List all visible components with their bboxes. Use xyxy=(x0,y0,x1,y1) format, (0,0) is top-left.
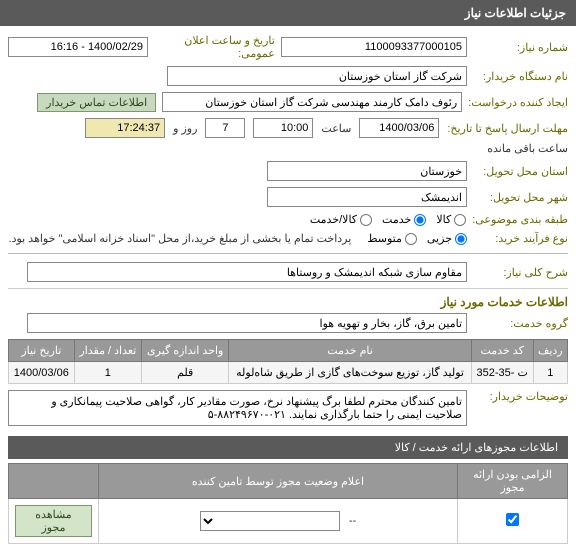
need-no-input[interactable] xyxy=(281,37,467,57)
td-qty: 1 xyxy=(74,362,141,384)
days-input[interactable] xyxy=(205,118,245,138)
row-buyer: نام دستگاه خریدار: xyxy=(8,66,568,86)
summary-label: شرح کلی نیاز: xyxy=(473,266,568,279)
time-label: ساعت xyxy=(321,122,351,135)
radio-medium-label: متوسط xyxy=(367,232,402,245)
remaining-input xyxy=(85,118,165,138)
row-summary: شرح کلی نیاز: xyxy=(8,262,568,282)
city-label: شهر محل تحویل: xyxy=(473,191,568,204)
main-content: شماره نیاز: تاریخ و ساعت اعلان عمومی: نا… xyxy=(0,26,576,552)
auth-header: اطلاعات مجوزهای ارائه خدمت / کالا xyxy=(8,436,568,459)
table-header-row: ردیف کد خدمت نام خدمت واحد اندازه گیری ت… xyxy=(9,340,568,362)
remaining-label: ساعت باقی مانده xyxy=(487,142,568,155)
creator-input[interactable] xyxy=(162,92,462,112)
need-no-label: شماره نیاز: xyxy=(473,41,568,54)
td-code: ت -35-352 xyxy=(471,362,533,384)
view-license-button[interactable]: مشاهده مجوز xyxy=(15,505,92,537)
th-code: کد خدمت xyxy=(471,340,533,362)
row-group: گروه خدمت: xyxy=(8,313,568,333)
td-row: 1 xyxy=(533,362,567,384)
auth-checkbox-cell xyxy=(458,499,568,544)
buyer-input[interactable] xyxy=(167,66,467,86)
auth-row: -- مشاهده مجوز xyxy=(9,499,568,544)
contact-link[interactable]: اطلاعات تماس خریدار xyxy=(37,93,156,112)
row-buyer-notes: توضیحات خریدار: تامین کنندگان محترم لطفا… xyxy=(8,390,568,426)
radio-both-item[interactable]: کالا/خدمت xyxy=(310,213,372,226)
buyer-label: نام دستگاه خریدار: xyxy=(473,70,568,83)
table-row: 1 ت -35-352 تولید گاز، توزیع سوخت‌های گا… xyxy=(9,362,568,384)
row-province: استان محل تحویل: xyxy=(8,161,568,181)
row-category: طبقه بندی موضوعی: کالا خدمت کالا/خدمت xyxy=(8,213,568,226)
th-date: تاریخ نیاز xyxy=(9,340,75,362)
radio-medium[interactable] xyxy=(405,233,417,245)
td-date: 1400/03/06 xyxy=(9,362,75,384)
deadline-label: مهلت ارسال پاسخ تا تاریخ: xyxy=(447,122,568,135)
buyer-notes-label: توضیحات خریدار: xyxy=(473,390,568,426)
deadline-time-input[interactable] xyxy=(253,118,313,138)
group-label: گروه خدمت: xyxy=(473,317,568,330)
section-services: اطلاعات خدمات مورد نیاز xyxy=(8,288,568,313)
th-row: ردیف xyxy=(533,340,567,362)
auth-table: الزامی بودن ارائه مجوز اعلام وضعیت مجوز … xyxy=(8,463,568,544)
radio-service[interactable] xyxy=(414,214,426,226)
process-radios: جزیی متوسط xyxy=(367,232,467,245)
th-qty: تعداد / مقدار xyxy=(74,340,141,362)
radio-partial-item[interactable]: جزیی xyxy=(427,232,467,245)
radio-goods-label: کالا xyxy=(436,213,451,226)
province-input[interactable] xyxy=(267,161,467,181)
auth-dash: -- xyxy=(349,515,356,527)
th-name: نام خدمت xyxy=(229,340,471,362)
radio-goods-item[interactable]: کالا xyxy=(436,213,466,226)
process-note: پرداخت تمام یا بخشی از مبلغ خرید،از محل … xyxy=(9,232,352,245)
page-header: جزئیات اطلاعات نیاز xyxy=(0,0,576,26)
auth-th3 xyxy=(9,464,99,499)
radio-service-item[interactable]: خدمت xyxy=(382,213,426,226)
radio-both-label: کالا/خدمت xyxy=(310,213,357,226)
category-label: طبقه بندی موضوعی: xyxy=(472,213,568,226)
radio-both[interactable] xyxy=(360,214,372,226)
category-radios: کالا خدمت کالا/خدمت xyxy=(310,213,466,226)
auth-btn-cell: مشاهده مجوز xyxy=(9,499,99,544)
datetime-input[interactable] xyxy=(8,37,148,57)
days-label: روز و xyxy=(173,122,197,135)
radio-partial-label: جزیی xyxy=(427,232,452,245)
auth-header-row: الزامی بودن ارائه مجوز اعلام وضعیت مجوز … xyxy=(9,464,568,499)
group-input[interactable] xyxy=(27,313,467,333)
th-unit: واحد اندازه گیری xyxy=(142,340,229,362)
radio-service-label: خدمت xyxy=(382,213,411,226)
buyer-notes-text: تامین کنندگان محترم لطفا برگ پیشنهاد نرخ… xyxy=(8,390,467,426)
row-process: نوع فرآیند خرید: جزیی متوسط پرداخت تمام … xyxy=(8,232,568,245)
row-city: شهر محل تحویل: xyxy=(8,187,568,207)
auth-checkbox[interactable] xyxy=(506,513,519,526)
city-input[interactable] xyxy=(267,187,467,207)
row-creator: ایجاد کننده درخواست: اطلاعات تماس خریدار xyxy=(8,92,568,112)
process-label: نوع فرآیند خرید: xyxy=(473,232,568,245)
td-unit: قلم xyxy=(142,362,229,384)
td-name: تولید گاز، توزیع سوخت‌های گازی از طریق ش… xyxy=(229,362,471,384)
radio-medium-item[interactable]: متوسط xyxy=(367,232,417,245)
auth-select-cell: -- xyxy=(99,499,458,544)
services-table: ردیف کد خدمت نام خدمت واحد اندازه گیری ت… xyxy=(8,339,568,384)
radio-goods[interactable] xyxy=(454,214,466,226)
auth-select[interactable] xyxy=(200,511,340,531)
province-label: استان محل تحویل: xyxy=(473,165,568,178)
datetime-label: تاریخ و ساعت اعلان عمومی: xyxy=(154,34,275,60)
radio-partial[interactable] xyxy=(455,233,467,245)
auth-th2: اعلام وضعیت مجوز توسط تامین کننده xyxy=(99,464,458,499)
auth-th1: الزامی بودن ارائه مجوز xyxy=(458,464,568,499)
creator-label: ایجاد کننده درخواست: xyxy=(468,96,568,109)
deadline-date-input[interactable] xyxy=(359,118,439,138)
row-deadline: مهلت ارسال پاسخ تا تاریخ: ساعت روز و ساع… xyxy=(8,118,568,155)
row-need-number: شماره نیاز: تاریخ و ساعت اعلان عمومی: xyxy=(8,34,568,60)
summary-input[interactable] xyxy=(27,262,467,282)
